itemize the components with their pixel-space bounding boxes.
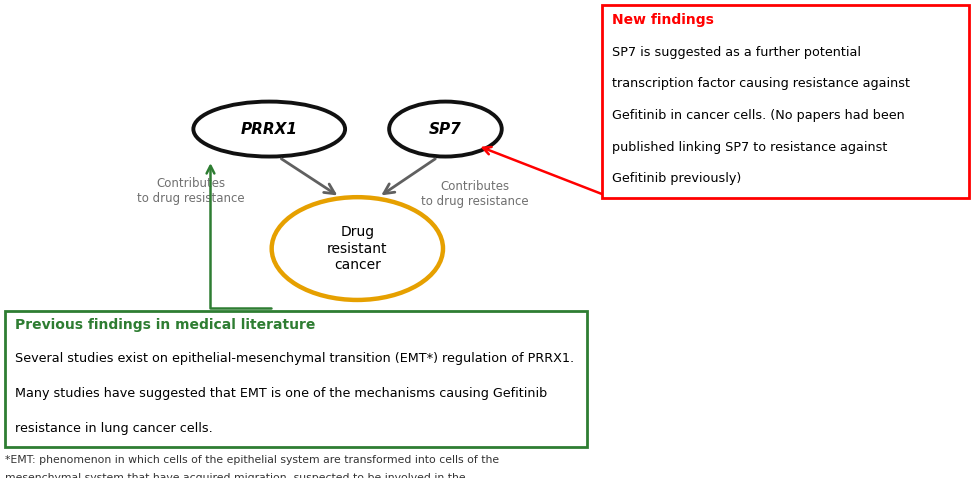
- Text: Many studies have suggested that EMT is one of the mechanisms causing Gefitinib: Many studies have suggested that EMT is …: [15, 387, 547, 400]
- Text: Contributes
to drug resistance: Contributes to drug resistance: [421, 180, 528, 207]
- Text: mesenchymal system that have acquired migration, suspected to be involved in the: mesenchymal system that have acquired mi…: [5, 473, 466, 478]
- Text: Several studies exist on epithelial-mesenchymal transition (EMT*) regulation of : Several studies exist on epithelial-mese…: [15, 352, 573, 365]
- Ellipse shape: [271, 197, 442, 300]
- Text: SP7 is suggested as a further potential: SP7 is suggested as a further potential: [611, 46, 860, 59]
- Text: Contributes
to drug resistance: Contributes to drug resistance: [137, 177, 244, 205]
- Text: Gefitinib in cancer cells. (No papers had been: Gefitinib in cancer cells. (No papers ha…: [611, 109, 904, 122]
- Text: transcription factor causing resistance against: transcription factor causing resistance …: [611, 77, 909, 90]
- Text: Gefitinib previously): Gefitinib previously): [611, 172, 740, 185]
- Text: SP7: SP7: [428, 121, 462, 137]
- Text: Previous findings in medical literature: Previous findings in medical literature: [15, 318, 315, 332]
- Ellipse shape: [193, 102, 344, 157]
- FancyBboxPatch shape: [601, 5, 968, 198]
- FancyBboxPatch shape: [5, 311, 587, 447]
- Text: published linking SP7 to resistance against: published linking SP7 to resistance agai…: [611, 141, 886, 153]
- Text: Drug
resistant
cancer: Drug resistant cancer: [327, 225, 387, 272]
- Ellipse shape: [388, 102, 501, 157]
- Text: resistance in lung cancer cells.: resistance in lung cancer cells.: [15, 422, 212, 435]
- Text: PRRX1: PRRX1: [241, 121, 297, 137]
- Text: *EMT: phenomenon in which cells of the epithelial system are transformed into ce: *EMT: phenomenon in which cells of the e…: [5, 455, 499, 465]
- Text: New findings: New findings: [611, 13, 713, 27]
